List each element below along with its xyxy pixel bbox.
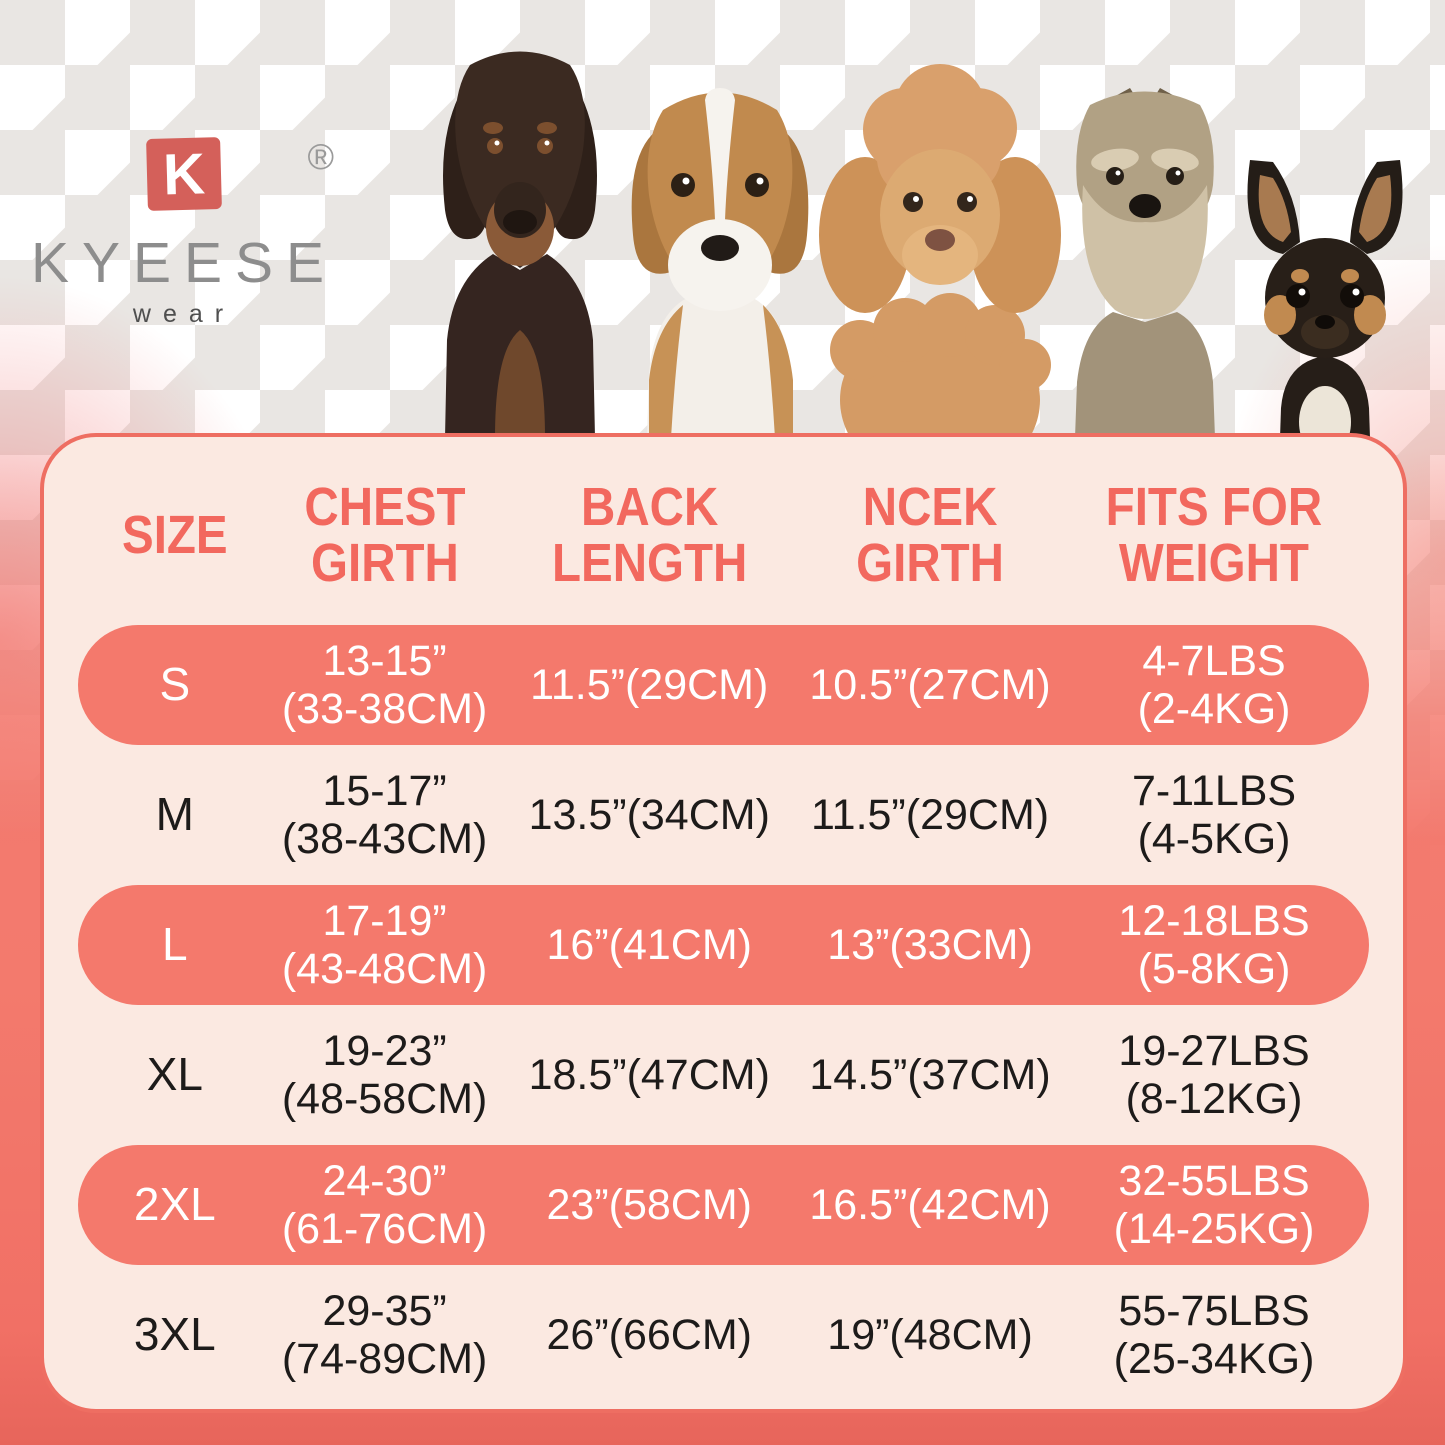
chest-girth-cell: 15-17” (38-43CM) [272, 767, 498, 863]
chest-inches: 24-30” [322, 1156, 447, 1205]
size-label: L [162, 918, 188, 971]
back-length-cell: 18.5”(47CM) [528, 1050, 770, 1099]
chest-cm: (33-38CM) [281, 685, 488, 733]
weight-lbs: 12-18LBS [1118, 896, 1310, 945]
weight-kg: (5-8KG) [1137, 945, 1291, 993]
weight-kg: (2-4KG) [1137, 685, 1291, 733]
header-weight-line1: FITS FOR [1105, 476, 1323, 537]
header-neck-line1: NCEK [862, 476, 998, 537]
weight-kg: (8-12KG) [1125, 1075, 1303, 1123]
chest-cm: (38-43CM) [281, 815, 488, 863]
brand-name: KYEESE [30, 231, 338, 295]
header-size-line1: SIZE [121, 504, 228, 565]
size-label: 2XL [133, 1178, 216, 1231]
neck-girth-cell: 13”(33CM) [827, 920, 1033, 969]
weight-kg: (4-5KG) [1137, 815, 1291, 863]
table-header: SIZE CHEST GIRTH BACK LENGTH NCEK GIRTH … [44, 437, 1403, 625]
neck-girth-cell: 19”(48CM) [827, 1310, 1033, 1359]
brand-logo: ® K KYEESE wear [28, 136, 340, 329]
weight-kg: (14-25KG) [1113, 1205, 1315, 1253]
chest-girth-cell: 13-15” (33-38CM) [272, 637, 498, 733]
header-chest-line1: CHEST [304, 476, 466, 537]
brand-subtitle: wear [132, 300, 236, 328]
weight-kg: (25-34KG) [1113, 1335, 1315, 1383]
weight-lbs: 32-55LBS [1118, 1156, 1310, 1205]
neck-girth-cell: 10.5”(27CM) [809, 660, 1051, 709]
schnauzer-illustration [1075, 88, 1215, 438]
weight-lbs: 4-7LBS [1142, 636, 1286, 685]
chest-girth-cell: 19-23” (48-58CM) [272, 1027, 498, 1123]
size-label: 3XL [133, 1308, 216, 1361]
header-back-line1: BACK [580, 476, 718, 537]
header-weight-line2: WEIGHT [1119, 533, 1310, 593]
table-row-2xl: 2XL 24-30” (61-76CM) 23”(58CM) 16.5”(42C… [78, 1145, 1369, 1265]
chest-girth-cell: 17-19” (43-48CM) [272, 897, 498, 993]
header-back-length: BACK LENGTH [516, 479, 783, 591]
weight-lbs: 19-27LBS [1118, 1026, 1310, 1075]
table-row-l: L 17-19” (43-48CM) 16”(41CM) 13”(33CM) 1… [78, 885, 1369, 1005]
back-length-cell: 13.5”(34CM) [528, 790, 770, 839]
size-label: M [155, 788, 194, 841]
weight-cell: 32-55LBS (14-25KG) [1059, 1157, 1369, 1253]
header-back-line2: LENGTH [551, 533, 747, 593]
poodle-illustration [819, 64, 1061, 438]
header-neck-girth: NCEK GIRTH [816, 479, 1043, 591]
chihuahua-illustration [1247, 160, 1403, 438]
chest-girth-cell: 29-35” (74-89CM) [272, 1287, 498, 1383]
k-mark-icon: K [146, 137, 222, 211]
chest-inches: 15-17” [322, 766, 447, 815]
chest-inches: 29-35” [322, 1286, 447, 1335]
doberman-illustration [443, 51, 597, 438]
size-label: S [159, 658, 191, 711]
header-fits-for-weight: FITS FOR WEIGHT [1078, 479, 1351, 591]
header-chest-girth: CHEST GIRTH [285, 479, 484, 591]
weight-lbs: 55-75LBS [1118, 1286, 1310, 1335]
header-neck-line2: GIRTH [856, 533, 1004, 593]
table-row-s: S 13-15” (33-38CM) 11.5”(29CM) 10.5”(27C… [78, 625, 1369, 745]
registered-trademark-icon: ® [307, 136, 334, 177]
chest-girth-cell: 24-30” (61-76CM) [272, 1157, 498, 1253]
chest-cm: (43-48CM) [281, 945, 488, 993]
header-size: SIZE [90, 507, 260, 563]
weight-cell: 4-7LBS (2-4KG) [1059, 637, 1369, 733]
header-chest-line2: GIRTH [310, 533, 459, 593]
back-length-cell: 26”(66CM) [546, 1310, 753, 1359]
chest-cm: (48-58CM) [281, 1075, 488, 1123]
size-chart-card: SIZE CHEST GIRTH BACK LENGTH NCEK GIRTH … [40, 433, 1407, 1413]
neck-girth-cell: 16.5”(42CM) [809, 1180, 1051, 1229]
weight-cell: 7-11LBS (4-5KG) [1059, 767, 1369, 863]
back-length-cell: 23”(58CM) [546, 1180, 753, 1229]
back-length-cell: 11.5”(29CM) [530, 660, 769, 709]
table-row-3xl: 3XL 29-35” (74-89CM) 26”(66CM) 19”(48CM)… [78, 1275, 1369, 1395]
chest-inches: 13-15” [322, 636, 447, 685]
neck-girth-cell: 11.5”(29CM) [810, 790, 1050, 839]
beagle-illustration [631, 88, 809, 438]
back-length-cell: 16”(41CM) [546, 920, 753, 969]
dogs-illustration [443, 51, 1403, 438]
chest-inches: 19-23” [322, 1026, 447, 1075]
weight-lbs: 7-11LBS [1131, 766, 1297, 815]
chest-cm: (74-89CM) [281, 1335, 488, 1383]
size-label: XL [146, 1048, 203, 1101]
weight-cell: 19-27LBS (8-12KG) [1059, 1027, 1369, 1123]
neck-girth-cell: 14.5”(37CM) [809, 1050, 1051, 1099]
weight-cell: 55-75LBS (25-34KG) [1059, 1287, 1369, 1383]
chest-inches: 17-19” [322, 896, 447, 945]
table-row-m: M 15-17” (38-43CM) 13.5”(34CM) 11.5”(29C… [78, 755, 1369, 875]
table-row-xl: XL 19-23” (48-58CM) 18.5”(47CM) 14.5”(37… [78, 1015, 1369, 1135]
chest-cm: (61-76CM) [281, 1205, 488, 1253]
weight-cell: 12-18LBS (5-8KG) [1059, 897, 1369, 993]
